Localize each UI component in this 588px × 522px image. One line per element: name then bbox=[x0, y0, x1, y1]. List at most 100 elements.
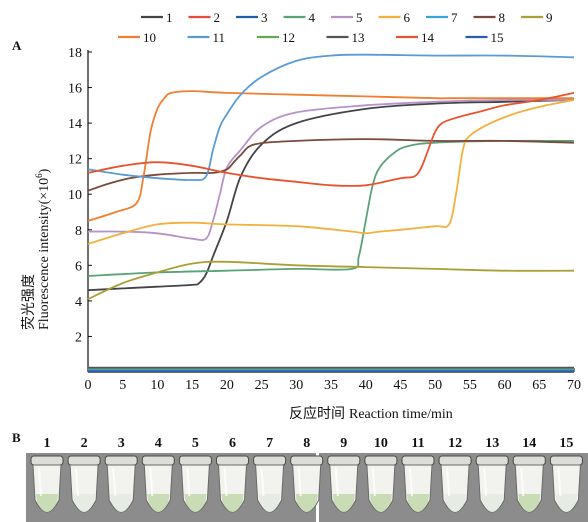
tube-5 bbox=[178, 455, 212, 513]
legend-label-1: 1 bbox=[166, 10, 173, 25]
legend-label-11: 11 bbox=[213, 30, 226, 45]
tube-cap bbox=[104, 455, 138, 466]
tube-highlight bbox=[483, 467, 488, 497]
x-tick-label: 30 bbox=[289, 378, 303, 393]
x-tick-label: 15 bbox=[185, 378, 199, 393]
legend-label-10: 10 bbox=[143, 30, 156, 45]
tube-highlight bbox=[520, 467, 525, 497]
tube-cap bbox=[438, 455, 472, 466]
x-axis-title-cn: 反应时间 bbox=[289, 405, 345, 422]
legend-label-14: 14 bbox=[421, 30, 435, 45]
x-axis-title-en: Reaction time/min bbox=[349, 407, 453, 422]
tube-7 bbox=[253, 455, 287, 513]
tube-liquid bbox=[258, 494, 281, 512]
tube-cap bbox=[401, 455, 435, 466]
y-tick-label: 10 bbox=[68, 188, 82, 203]
legend-label-9: 9 bbox=[546, 10, 553, 25]
tube-10 bbox=[364, 455, 398, 513]
series-line-6 bbox=[87, 99, 575, 245]
y-tick-label: 4 bbox=[75, 295, 82, 310]
tube-6 bbox=[216, 455, 249, 513]
chart-legend: 1 2 3 4 5 6 7 8 910 11 12 13 14 15 bbox=[118, 10, 553, 45]
tube-highlight bbox=[149, 467, 154, 497]
tube-cap bbox=[67, 455, 101, 466]
tube-number-label: 1 bbox=[44, 436, 51, 451]
legend-label-4: 4 bbox=[309, 10, 316, 25]
tube-cap bbox=[327, 455, 361, 466]
tube-number-label: 11 bbox=[411, 436, 424, 451]
series-line-4 bbox=[87, 139, 575, 277]
x-tick-label: 0 bbox=[85, 378, 92, 393]
y-axis-title-exp: 6 bbox=[34, 173, 44, 178]
series-lines bbox=[87, 53, 575, 373]
tube-highlight bbox=[371, 467, 376, 497]
tube-liquid bbox=[147, 494, 170, 512]
tube-number-label: 10 bbox=[374, 436, 388, 451]
tube-number-label: 6 bbox=[229, 436, 236, 451]
tube-liquid bbox=[184, 494, 207, 512]
tube-number-label: 3 bbox=[118, 436, 125, 451]
x-tick-label: 65 bbox=[532, 378, 546, 393]
tube-liquid bbox=[332, 494, 355, 512]
y-tick-label: 6 bbox=[75, 259, 82, 274]
tube-13 bbox=[475, 455, 509, 513]
y-tick-label: 8 bbox=[75, 224, 82, 239]
tube-liquid bbox=[518, 494, 541, 512]
x-tick-label: 20 bbox=[220, 378, 234, 393]
x-tick-label: 10 bbox=[150, 378, 164, 393]
tube-cap bbox=[512, 455, 546, 466]
tube-cap bbox=[30, 455, 64, 466]
tube-cap bbox=[290, 455, 324, 466]
x-tick-label: 70 bbox=[567, 378, 581, 393]
series-line-8 bbox=[87, 138, 575, 192]
x-tick-label: 55 bbox=[463, 378, 477, 393]
panel-b-label: B bbox=[12, 430, 21, 445]
tube-number-label: 13 bbox=[485, 436, 499, 451]
legend-label-6: 6 bbox=[404, 10, 411, 25]
tube-number-label: 8 bbox=[303, 436, 310, 451]
tube-highlight bbox=[409, 467, 413, 497]
tube-number-label: 15 bbox=[559, 436, 573, 451]
tube-cap bbox=[364, 455, 398, 466]
y-axis-title-cn: 荧光强度 bbox=[20, 274, 37, 330]
tube-1 bbox=[30, 455, 64, 513]
tube-2 bbox=[67, 455, 101, 513]
tube-highlight bbox=[112, 467, 117, 497]
x-tick-label: 35 bbox=[324, 378, 338, 393]
tube-number-label: 12 bbox=[448, 436, 462, 451]
y-axis-title: 荧光强度 Fluorescence intensity(×106) bbox=[20, 168, 52, 330]
tube-cap bbox=[253, 455, 287, 466]
legend-label-13: 13 bbox=[352, 30, 365, 45]
series-line-1 bbox=[87, 99, 575, 292]
legend-label-7: 7 bbox=[451, 10, 458, 25]
tube-14 bbox=[512, 455, 546, 513]
series-line-14 bbox=[87, 92, 575, 187]
tube-highlight bbox=[334, 467, 339, 497]
tube-liquid bbox=[444, 494, 467, 512]
legend-label-5: 5 bbox=[356, 10, 363, 25]
tube-4 bbox=[141, 455, 175, 513]
y-axis-title-close: ) bbox=[37, 168, 52, 173]
tube-number-label: 14 bbox=[522, 436, 536, 451]
tube-cap bbox=[141, 455, 175, 466]
panel-a-label: A bbox=[12, 38, 22, 53]
tube-9 bbox=[327, 455, 361, 513]
series-line-10 bbox=[87, 90, 574, 222]
tube-highlight bbox=[38, 467, 42, 497]
legend-label-3: 3 bbox=[261, 10, 268, 25]
series-line-11 bbox=[87, 53, 575, 181]
legend-label-8: 8 bbox=[499, 10, 506, 25]
tube-liquid bbox=[295, 494, 318, 512]
tube-liquid bbox=[36, 494, 58, 512]
y-tick-label: 16 bbox=[68, 82, 82, 97]
x-tick-label: 45 bbox=[393, 378, 407, 393]
y-axis-title-en-line: Fluorescence intensity(×106) bbox=[34, 168, 52, 330]
tube-number-label: 4 bbox=[155, 436, 162, 451]
tube-highlight bbox=[557, 467, 562, 497]
tube-cap bbox=[475, 455, 509, 466]
x-tick-label: 5 bbox=[119, 378, 126, 393]
tube-number-label: 9 bbox=[340, 436, 347, 451]
tube-liquid bbox=[555, 494, 578, 512]
tube-label-row: 1 2 3 4 5 6 7 8 9 10 11 12 13 14 15 bbox=[44, 436, 574, 451]
